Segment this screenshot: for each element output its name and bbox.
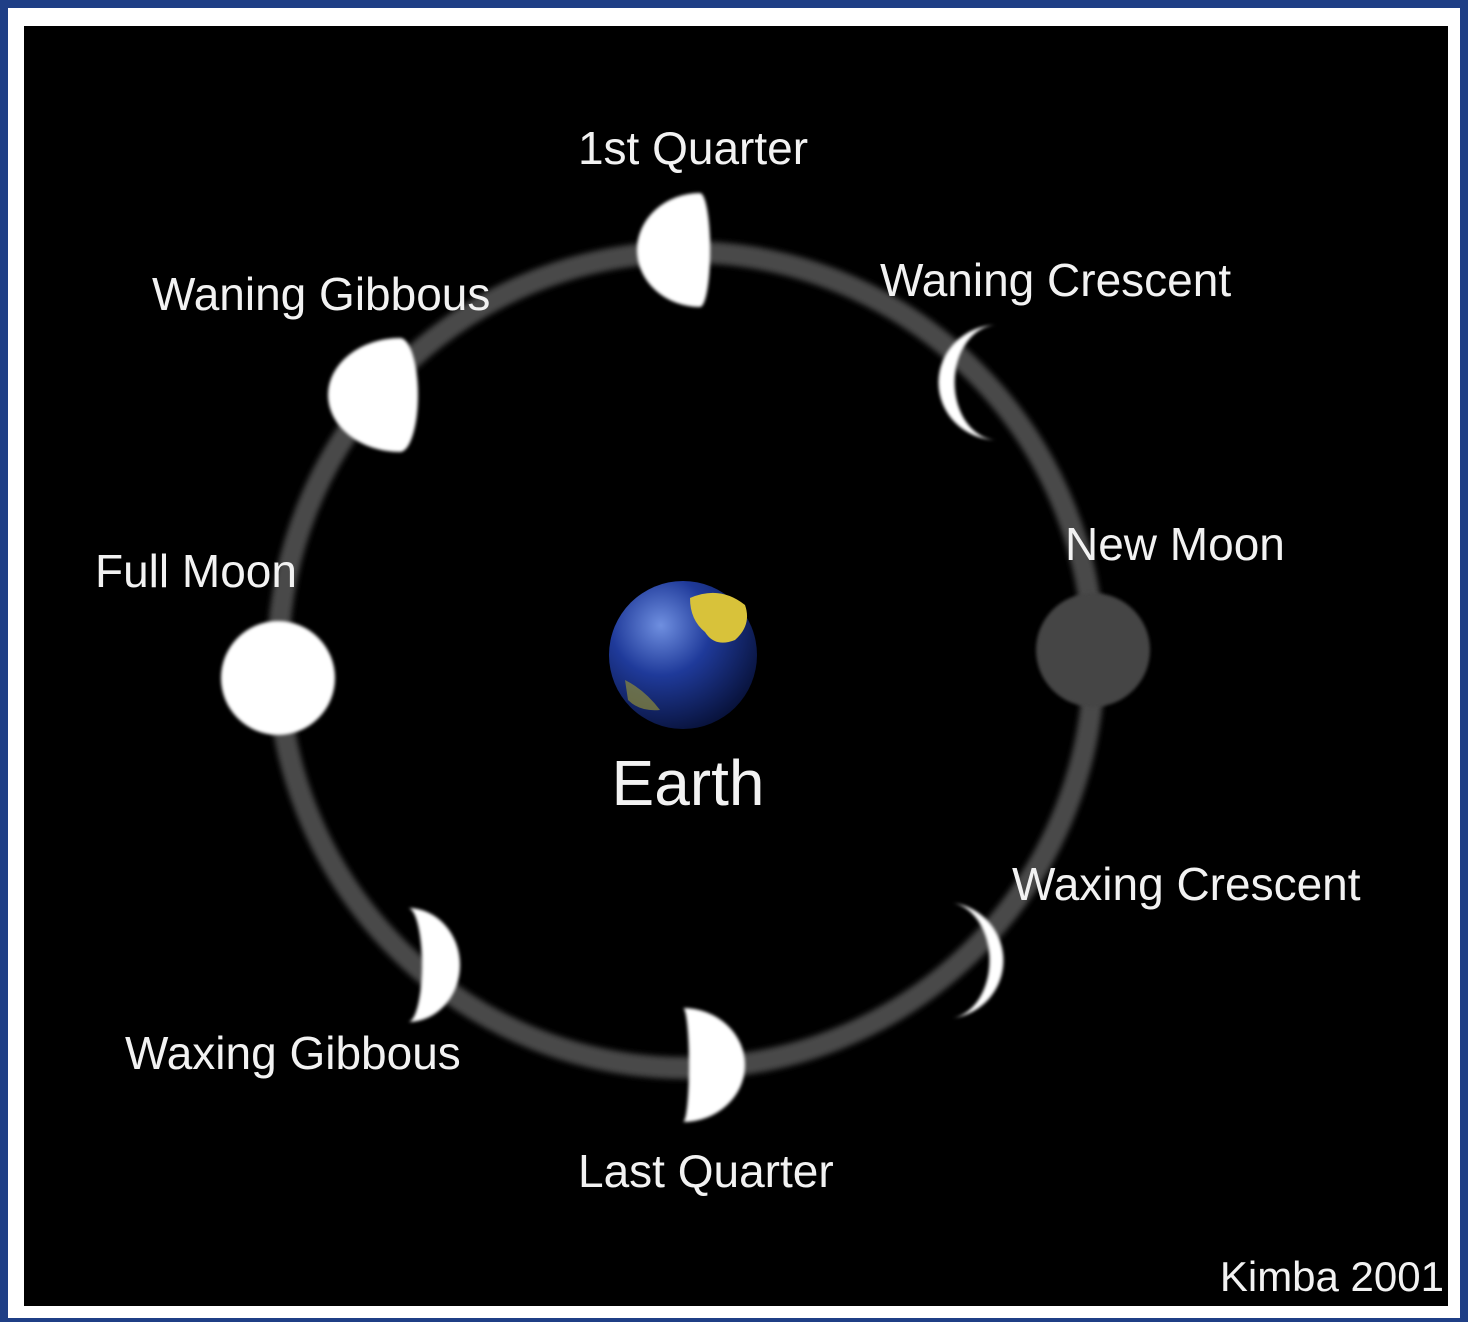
phase-label: New Moon bbox=[1065, 518, 1285, 570]
phase-label: Waning Crescent bbox=[880, 254, 1231, 306]
phase-label: Last Quarter bbox=[578, 1145, 834, 1197]
phase-label: Waxing Gibbous bbox=[125, 1027, 461, 1079]
phase-label: Waxing Crescent bbox=[1012, 858, 1361, 910]
phase-label: Full Moon bbox=[95, 545, 297, 597]
credit: Kimba 2001 bbox=[1220, 1253, 1444, 1300]
phase-label: Waning Gibbous bbox=[152, 268, 490, 320]
earth-label: Earth bbox=[612, 747, 765, 819]
moon-full bbox=[221, 621, 335, 735]
moon-phases-diagram: 1st Quarter Waning Gibbous Waning Cresce… bbox=[0, 0, 1468, 1322]
phase-label: 1st Quarter bbox=[578, 122, 808, 174]
page: 1st Quarter Waning Gibbous Waning Cresce… bbox=[0, 0, 1468, 1322]
earth bbox=[609, 581, 757, 729]
moon-new bbox=[1036, 593, 1150, 707]
